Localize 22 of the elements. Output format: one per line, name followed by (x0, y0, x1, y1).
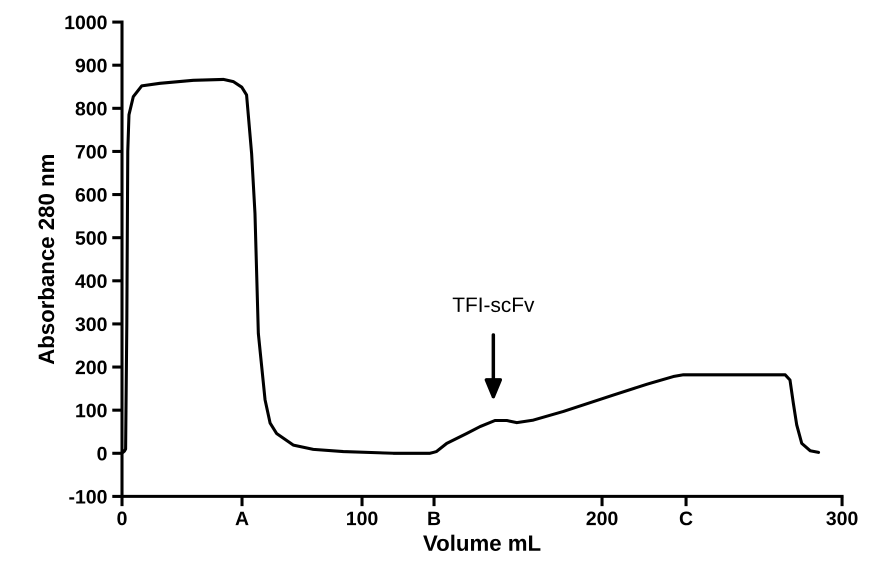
y-tick-label: 200 (76, 360, 107, 374)
y-tick-label: 1000 (65, 16, 107, 30)
y-tick-label: 500 (76, 231, 107, 245)
x-tick-label: C (680, 512, 693, 526)
x-tick-label: B (428, 512, 440, 526)
y-tick-label: -100 (69, 490, 107, 504)
y-tick-label: 400 (75, 274, 107, 288)
x-tick-label: A (235, 512, 249, 526)
y-tick-label: 700 (76, 144, 107, 159)
x-tick-label: 200 (586, 512, 618, 526)
y-tick-label: 600 (76, 188, 107, 202)
y-tick-label: 100 (76, 404, 107, 418)
y-axis-title: Absorbance 280 nm (38, 155, 54, 364)
y-tick-label: 0 (97, 446, 107, 461)
annotation: TFI-scFv (452, 298, 534, 312)
x-tick-label: 100 (347, 512, 378, 526)
x-axis-title: Volume mL (423, 534, 540, 551)
x-tick-label: 0 (117, 512, 127, 526)
y-tick-label: 300 (75, 317, 107, 332)
y-tick-label: 800 (76, 102, 107, 116)
y-tick-label: 900 (76, 58, 107, 72)
x-tick-label: 300 (826, 512, 858, 526)
